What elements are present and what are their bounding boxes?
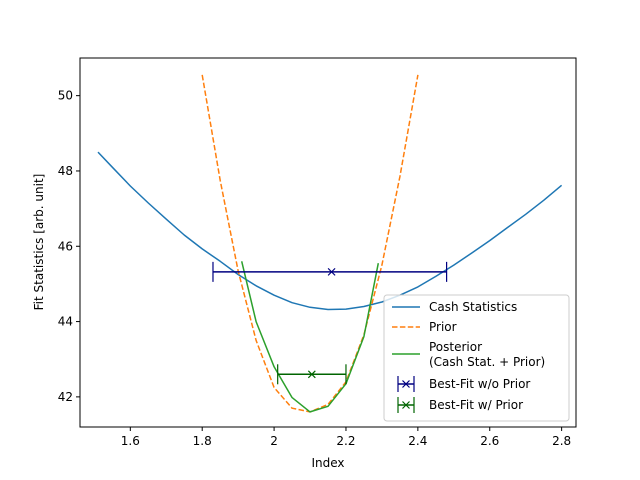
y-tick-label: 42 [58,390,73,404]
x-tick-label: 1.6 [121,434,140,448]
x-tick-label: 2.6 [480,434,499,448]
x-tick-label: 1.8 [193,434,212,448]
legend-label: Posterior (Cash Stat. + Prior) [429,340,545,369]
errorbar-layer [212,261,448,385]
legend-label: Best-Fit w/o Prior [429,377,530,391]
x-tick-label: 2.2 [336,434,355,448]
legend-errorbar-swatch [397,397,415,413]
legend-box [383,294,570,422]
legend-items: Cash Statistics Prior Posterior (Cash Stat.… [392,300,545,413]
x-tick-label: 2 [270,434,278,448]
legend-label: Best-Fit w/ Prior [429,398,523,412]
errorbar-best-fit-with-prior [277,364,347,385]
errorbar-best-fit-without-prior [212,261,448,282]
errorbar-marker [307,370,316,379]
legend-label: Prior [429,320,457,334]
y-tick-label: 46 [58,239,73,253]
y-axis-label: Fit Statistics [arb. unit] [32,174,46,311]
y-tick-label: 50 [58,89,73,103]
legend: Cash Statistics Prior Posterior (Cash Stat.… [383,294,570,422]
x-tick-label: 2.8 [552,434,571,448]
legend-label: Cash Statistics [429,300,517,314]
legend-errorbar-swatch [397,376,415,392]
y-axis-ticks: 42 44 46 48 50 [58,89,80,404]
errorbar-marker [327,267,336,276]
x-axis-label: Index [311,456,344,470]
x-axis-ticks: 1.6 1.8 2 2.2 2.4 2.6 2.8 [121,427,571,448]
series-layer [97,74,563,413]
x-tick-label: 2.4 [408,434,427,448]
y-tick-label: 48 [58,164,73,178]
y-tick-label: 44 [58,315,73,329]
series-line-posterior [240,261,380,413]
series-line-cash-statistics [97,151,563,311]
plot-frame [79,57,577,428]
